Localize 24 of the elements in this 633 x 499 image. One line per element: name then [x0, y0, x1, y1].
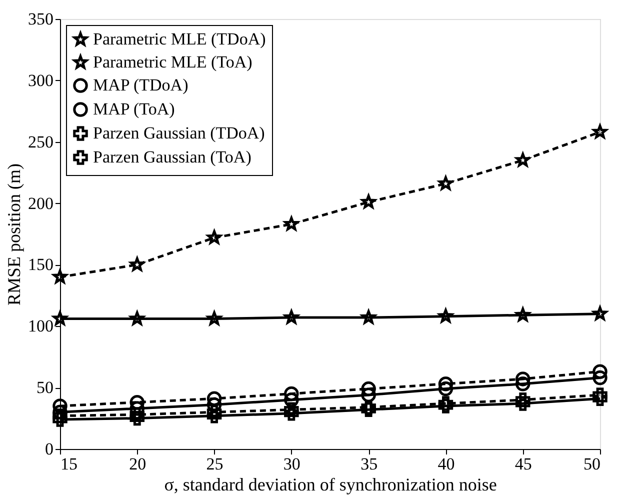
y-tick-label: 0	[45, 440, 54, 458]
y-tick-label: 100	[28, 316, 54, 336]
legend-label: Parametric MLE (TDoA)	[93, 30, 266, 48]
legend-label: MAP (ToA)	[93, 100, 175, 118]
legend-label: Parzen Gaussian (ToA)	[93, 148, 252, 166]
x-tick-label: 20	[129, 454, 146, 474]
x-tick-label: 15	[60, 454, 78, 474]
legend-label: MAP (TDoA)	[93, 76, 188, 94]
y-tick-label: 250	[28, 132, 54, 152]
legend-label: Parzen Gaussian (TDoA)	[93, 124, 265, 142]
x-tick-label: 30	[283, 454, 300, 474]
y-tick-label: 50	[36, 378, 54, 398]
y-tick-label: 150	[28, 255, 54, 274]
y-tick-label: 350	[28, 10, 54, 28]
x-axis-title: σ, standard deviation of synchronization noise	[164, 474, 497, 494]
y-tick-label: 300	[28, 70, 54, 90]
x-tick-label: 40	[438, 454, 455, 474]
y-tick-label: 200	[28, 194, 54, 213]
x-tick-label: 35	[360, 454, 378, 474]
x-tick-label: 25	[206, 454, 224, 474]
x-tick-label: 50	[584, 454, 600, 474]
x-tick-label: 45	[514, 454, 532, 474]
legend-label: Parametric MLE (ToA)	[93, 52, 252, 72]
y-axis-title: RMSE position (m)	[4, 163, 24, 306]
